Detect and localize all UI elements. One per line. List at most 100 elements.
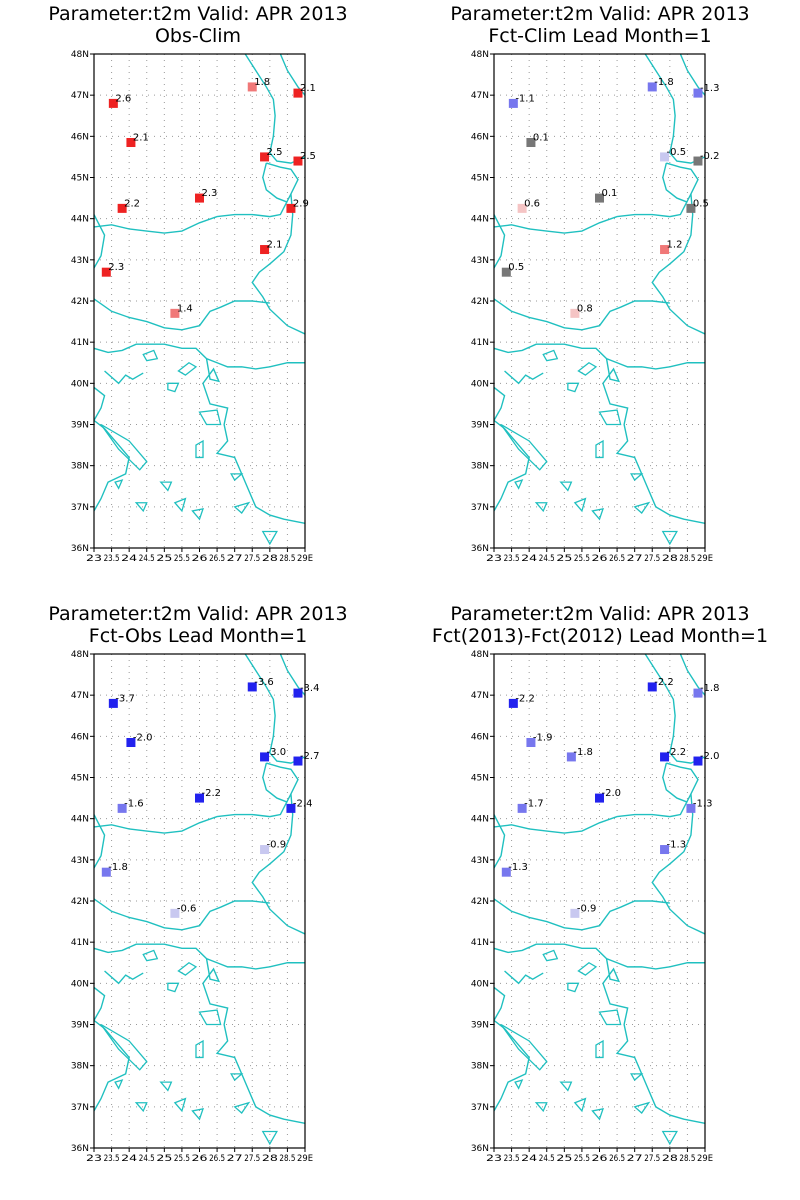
station-marker bbox=[286, 203, 296, 213]
coastline bbox=[494, 943, 705, 970]
y-tick-label: 36N bbox=[71, 1144, 89, 1154]
coastline bbox=[94, 214, 106, 269]
coastline bbox=[662, 162, 688, 203]
station-marker bbox=[660, 152, 670, 162]
x-tick-label: 23.5 bbox=[104, 554, 120, 564]
island-outline bbox=[577, 961, 598, 976]
station-marker bbox=[693, 88, 703, 98]
coastline bbox=[602, 958, 621, 984]
y-tick-label: 46N bbox=[71, 732, 89, 742]
y-tick-label: 47N bbox=[471, 91, 489, 101]
coastline bbox=[262, 162, 288, 203]
x-tick-label: 28 bbox=[262, 554, 278, 564]
y-tick-label: 44N bbox=[471, 815, 489, 825]
station-value-label: -1.9 bbox=[533, 733, 553, 744]
y-tick-label: 42N bbox=[71, 297, 89, 307]
y-tick-label: 37N bbox=[71, 1103, 89, 1113]
station-marker bbox=[517, 803, 527, 813]
y-tick-label: 37N bbox=[471, 1103, 489, 1113]
coastline bbox=[494, 343, 705, 370]
y-tick-label: 36N bbox=[71, 544, 89, 554]
station-value-label: 0.5 bbox=[693, 198, 709, 209]
island-outline bbox=[134, 1102, 148, 1113]
station-marker bbox=[293, 688, 303, 698]
x-tick-label: 23.5 bbox=[504, 554, 520, 564]
x-tick-label: 27 bbox=[627, 1154, 643, 1164]
station-marker bbox=[101, 867, 111, 877]
coastline bbox=[94, 298, 270, 331]
station-marker bbox=[660, 845, 670, 855]
x-tick-label: 27.5 bbox=[644, 1154, 660, 1164]
station-value-label: -3.0 bbox=[267, 747, 287, 758]
station-value-label: -1.8 bbox=[573, 747, 593, 758]
island-outline bbox=[514, 1079, 524, 1090]
island-outline bbox=[261, 1130, 278, 1146]
y-tick-label: 37N bbox=[71, 503, 89, 513]
x-tick-label: 26.5 bbox=[209, 554, 225, 564]
panel-subtitle: Fct-Clim Lead Month=1 bbox=[488, 25, 711, 47]
island-outline bbox=[173, 497, 187, 513]
station-marker bbox=[126, 738, 136, 748]
coastline bbox=[651, 193, 705, 335]
station-marker bbox=[117, 803, 127, 813]
y-tick-label: 48N bbox=[71, 650, 89, 660]
coastline bbox=[494, 814, 506, 869]
station-value-label: -1.7 bbox=[524, 798, 544, 809]
island-outline bbox=[159, 481, 173, 492]
station-value-label: -1.3 bbox=[693, 798, 713, 809]
station-value-label: -1.8 bbox=[700, 683, 720, 694]
y-tick-label: 41N bbox=[71, 938, 89, 948]
coastline bbox=[244, 54, 305, 164]
station-value-label: 2.2 bbox=[124, 198, 140, 209]
y-tick-label: 43N bbox=[71, 856, 89, 866]
y-tick-label: 46N bbox=[71, 132, 89, 142]
station-marker bbox=[686, 203, 696, 213]
station-marker bbox=[293, 756, 303, 766]
station-value-label: -0.5 bbox=[667, 147, 687, 158]
station-value-label: -2.2 bbox=[515, 693, 535, 704]
x-tick-label: 29E bbox=[697, 1154, 713, 1164]
y-tick-label: 45N bbox=[71, 174, 89, 184]
y-tick-label: 39N bbox=[471, 421, 489, 431]
island-outline bbox=[195, 1039, 204, 1059]
x-tick-label: 24.5 bbox=[539, 1154, 555, 1164]
y-tick-label: 38N bbox=[71, 462, 89, 472]
coastline bbox=[602, 983, 705, 1124]
station-marker bbox=[570, 308, 580, 318]
station-value-label: -0.9 bbox=[577, 903, 597, 914]
x-tick-label: 29E bbox=[697, 554, 713, 564]
y-tick-label: 41N bbox=[471, 938, 489, 948]
station-marker bbox=[660, 245, 670, 255]
station-marker bbox=[693, 156, 703, 166]
y-tick-label: 44N bbox=[71, 215, 89, 225]
station-value-label: -3.7 bbox=[115, 693, 135, 704]
y-tick-label: 36N bbox=[471, 544, 489, 554]
coastline bbox=[202, 958, 221, 984]
x-tick-label: 23.5 bbox=[104, 1154, 120, 1164]
island-outline bbox=[230, 1073, 244, 1082]
x-tick-label: 28 bbox=[662, 1154, 678, 1164]
island-outline bbox=[661, 1130, 678, 1146]
x-tick-label: 26 bbox=[592, 1154, 608, 1164]
station-value-label: -1.3 bbox=[700, 83, 720, 94]
island-outline bbox=[567, 382, 580, 393]
y-tick-label: 42N bbox=[471, 297, 489, 307]
y-tick-label: 38N bbox=[471, 1062, 489, 1072]
station-marker bbox=[195, 193, 204, 203]
island-outline bbox=[177, 361, 198, 376]
island-outline bbox=[114, 1079, 124, 1090]
station-value-label: -0.2 bbox=[700, 151, 720, 162]
coastline bbox=[94, 986, 130, 1112]
station-value-label: -2.2 bbox=[667, 747, 687, 758]
station-value-label: -2.0 bbox=[700, 751, 720, 762]
island-outline bbox=[100, 1023, 148, 1071]
island-outline bbox=[191, 1108, 204, 1121]
island-outline bbox=[500, 1023, 548, 1071]
island-outline bbox=[591, 508, 604, 521]
island-outline bbox=[633, 501, 651, 514]
station-value-label: 2.1 bbox=[300, 83, 316, 94]
coastline bbox=[104, 970, 144, 985]
panel-title: Parameter:t2m Valid: APR 2013 bbox=[48, 3, 347, 25]
x-tick-label: 27 bbox=[627, 554, 643, 564]
station-value-label: 0.1 bbox=[602, 188, 618, 199]
